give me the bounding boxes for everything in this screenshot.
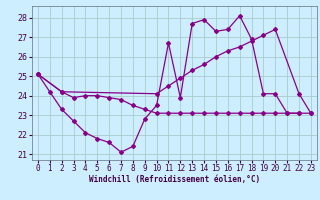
X-axis label: Windchill (Refroidissement éolien,°C): Windchill (Refroidissement éolien,°C) [89,175,260,184]
